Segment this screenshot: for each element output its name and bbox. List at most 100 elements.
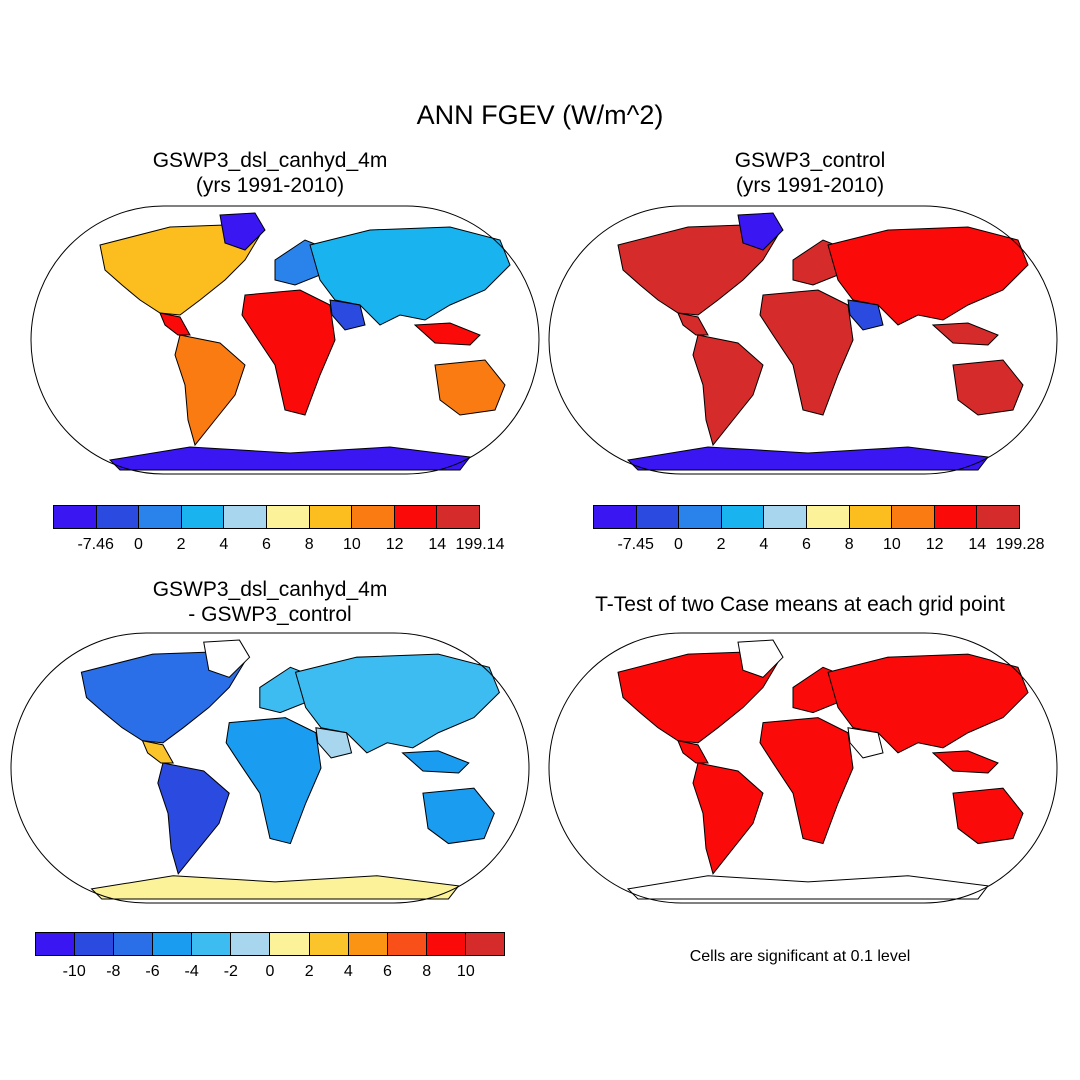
colorbar-box <box>181 506 225 528</box>
colorbar-box <box>721 506 765 528</box>
australia-region <box>434 359 506 416</box>
colorbar-box <box>266 506 310 528</box>
colorbar-panel-1 <box>53 505 480 529</box>
colorbar-panel-3-labels: -10 -8 -6 -4 -2 0 2 4 6 8 10 <box>35 963 505 983</box>
panel-2-title-line1: GSWP3_control <box>734 149 886 172</box>
colorbar-box <box>426 933 466 955</box>
colorbar-tick-label: 0 <box>133 536 143 553</box>
asia-region <box>309 226 511 326</box>
colorbar-tick-label: 0 <box>265 963 275 980</box>
map-panel-2 <box>548 205 1058 475</box>
africa-region <box>759 289 854 416</box>
panel-3-title-line2: - GSWP3_control <box>188 603 352 626</box>
colorbar-box <box>309 506 353 528</box>
colorbar-box <box>636 506 680 528</box>
map-panel-3 <box>10 632 530 904</box>
colorbar-tick-label: 0 <box>673 536 683 553</box>
colorbar-box <box>139 506 182 528</box>
map-panel-1 <box>30 205 540 475</box>
africa-region <box>225 717 322 845</box>
colorbar-box <box>594 506 637 528</box>
antarctica-region <box>626 875 989 900</box>
colorbar-tick-label: 14 <box>968 536 987 553</box>
colorbar-box <box>54 506 97 528</box>
colorbar-box <box>352 506 395 528</box>
antarctica-region <box>90 875 460 900</box>
arabia-region <box>329 299 366 331</box>
panel-3-title: GSWP3_dsl_canhyd_4m - GSWP3_control <box>60 577 480 627</box>
colorbar-tick-label: 199.28 <box>995 536 1045 553</box>
centralamerica-region <box>677 740 709 764</box>
main-title: ANN FGEV (W/m^2) <box>416 100 664 130</box>
colorbar-box <box>153 933 193 955</box>
colorbar-box <box>679 506 722 528</box>
colorbar-box <box>192 933 232 955</box>
map-panel-4 <box>548 632 1058 904</box>
colorbar-box <box>75 933 115 955</box>
colorbar-tick-label: 10 <box>456 963 475 980</box>
colorbar-tick-label: 12 <box>385 536 404 553</box>
australia-region <box>952 359 1024 416</box>
asia-region <box>827 653 1029 754</box>
panel-2-title: GSWP3_control (yrs 1991-2010) <box>600 148 1020 198</box>
colorbar-tick-label: 4 <box>759 536 769 553</box>
map-frame <box>548 632 1058 904</box>
colorbar-tick-label: 8 <box>844 536 854 553</box>
southamerica-region <box>174 334 246 447</box>
africa-region <box>241 289 336 416</box>
colorbar-box <box>36 933 76 955</box>
colorbar-box <box>309 933 349 955</box>
colorbar-box <box>849 506 893 528</box>
colorbar-tick-label: -10 <box>62 963 86 980</box>
colorbar-panel-2 <box>593 505 1020 529</box>
australia-region <box>422 787 495 845</box>
colorbar-tick-label: 6 <box>802 536 811 553</box>
colorbar-box <box>934 506 978 528</box>
colorbar-box <box>437 506 479 528</box>
map-frame <box>10 632 530 904</box>
colorbar-tick-label: -8 <box>106 963 121 980</box>
colorbar-box <box>394 506 438 528</box>
centralamerica-region <box>677 312 709 336</box>
greenland-region <box>737 639 784 678</box>
southamerica-region <box>157 762 230 875</box>
colorbar-tick-label: 8 <box>422 963 432 980</box>
australia-region <box>952 787 1024 845</box>
map-frame <box>548 205 1058 475</box>
colorbar-box <box>224 506 267 528</box>
greenland-region <box>219 212 266 251</box>
panel-3-title-line1: GSWP3_dsl_canhyd_4m <box>152 578 388 601</box>
colorbar-panel-1-labels: -7.46 0 2 4 6 8 10 12 14 199.14 <box>53 536 504 556</box>
map-content <box>99 212 511 471</box>
colorbar-box <box>270 933 310 955</box>
panel-1-title: GSWP3_dsl_canhyd_4m (yrs 1991-2010) <box>60 148 480 198</box>
map-frame <box>30 205 540 475</box>
greenland-region <box>737 212 784 251</box>
colorbar-box <box>977 506 1019 528</box>
map-content <box>617 212 1029 471</box>
colorbar-tick-label: 14 <box>428 536 447 553</box>
colorbar-panel-2-labels: -7.45 0 2 4 6 8 10 12 14 199.28 <box>593 536 1044 556</box>
colorbar-tick-label: 2 <box>176 536 186 553</box>
arabia-region <box>847 299 884 331</box>
colorbar-box <box>892 506 935 528</box>
panel-4-title: T-Test of two Case means at each grid po… <box>595 593 1005 616</box>
map-content <box>80 639 501 900</box>
antarctica-region <box>108 446 471 471</box>
colorbar-tick-label: 4 <box>219 536 229 553</box>
colorbar-tick-label: -2 <box>223 963 238 980</box>
colorbar-panel-3 <box>35 932 505 956</box>
antarctica-region <box>626 446 989 471</box>
colorbar-box <box>348 933 388 955</box>
colorbar-tick-label: -7.45 <box>617 536 654 553</box>
colorbar-box <box>764 506 807 528</box>
colorbar-tick-label: 199.14 <box>455 536 505 553</box>
colorbar-tick-label: 6 <box>262 536 271 553</box>
africa-region <box>759 717 854 845</box>
asia-region <box>827 226 1029 326</box>
seasia-region <box>413 322 481 346</box>
colorbar-box <box>806 506 850 528</box>
seasia-region <box>401 750 470 774</box>
arabia-region <box>847 727 884 759</box>
colorbar-tick-label: 10 <box>882 536 901 553</box>
